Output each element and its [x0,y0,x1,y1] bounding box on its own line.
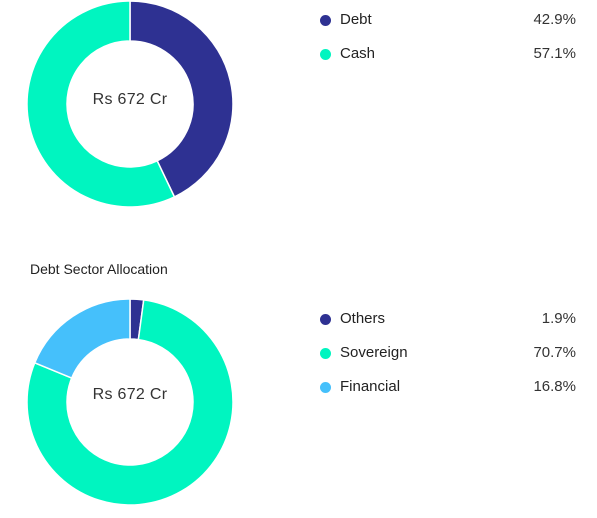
legend-item-debt[interactable]: Debt 42.9% [318,9,576,43]
legend-label: Debt [340,11,372,28]
legend-value: 70.7% [533,344,576,361]
donut-svg-2 [26,298,234,506]
donut-svg-1 [26,0,234,208]
legend-value: 16.8% [533,378,576,395]
legend-item-cash[interactable]: Cash 57.1% [318,43,576,77]
donut-slice-cash[interactable] [26,0,176,208]
donut-center-label-1: Rs 672 Cr [92,91,168,108]
legend-item-sovereign[interactable]: Sovereign 70.7% [318,342,576,376]
legend-swatch [320,49,331,60]
legend-item-financial[interactable]: Financial 16.8% [318,376,576,410]
donut-chart-2 [26,298,234,506]
donut-chart-1 [26,0,234,208]
donut-slice-debt[interactable] [129,0,234,198]
legend-swatch [320,348,331,359]
legend-item-others[interactable]: Others 1.9% [318,308,576,342]
legend-value: 1.9% [541,310,576,327]
legend-value: 57.1% [533,45,576,62]
legend-swatch [320,314,331,325]
donut-center-label-2: Rs 672 Cr [92,386,168,403]
legend-label: Others [340,310,386,327]
legend-value: 42.9% [533,11,576,28]
legend-label: Cash [340,45,376,62]
legend-label: Financial [340,378,401,395]
legend-swatch [320,15,331,26]
legend-label: Sovereign [340,344,408,361]
legend-swatch [320,382,331,393]
legend-1: Debt 42.9% Cash 57.1% [318,9,576,77]
section-title-debt-sector-allocation: Debt Sector Allocation [30,261,168,277]
donut-slice-financial[interactable] [33,298,131,380]
legend-2: Others 1.9% Sovereign 70.7% Financial 16… [318,308,576,410]
donut-slice-sovereign[interactable] [26,299,234,506]
